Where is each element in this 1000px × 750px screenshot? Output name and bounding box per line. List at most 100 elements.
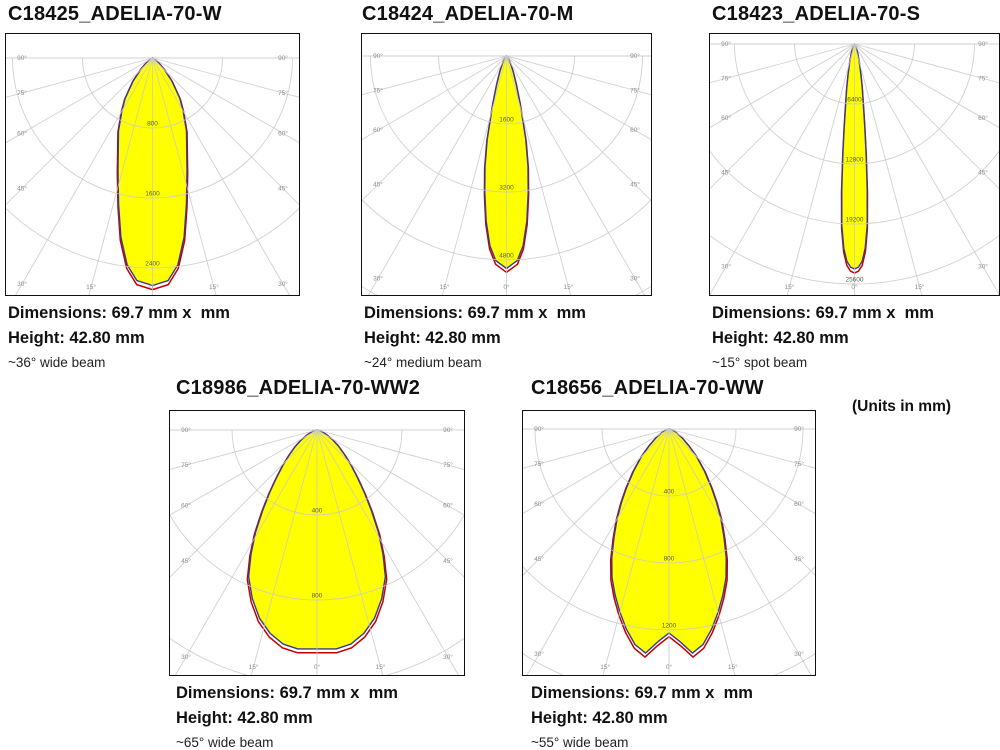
svg-text:30°: 30° xyxy=(630,275,640,283)
caption: Dimensions: 69.7 mm x mm Height: 42.80 m… xyxy=(364,301,704,374)
ring-labels: 6400 12800 19200 25600 xyxy=(845,97,863,284)
plot-title: C18656_ADELIA-70-WW xyxy=(531,377,764,399)
svg-text:15°: 15° xyxy=(376,663,386,671)
svg-text:25600: 25600 xyxy=(845,277,863,284)
svg-text:90°: 90° xyxy=(443,426,453,434)
svg-text:90°: 90° xyxy=(534,425,544,433)
svg-text:45°: 45° xyxy=(630,181,640,189)
polar-grid xyxy=(170,429,464,675)
svg-text:30°: 30° xyxy=(534,650,544,658)
svg-text:15°: 15° xyxy=(600,663,610,671)
plot-title: C18423_ADELIA-70-S xyxy=(712,3,921,25)
svg-text:3200: 3200 xyxy=(499,185,514,192)
dimensions-line: Dimensions: 69.7 mm x mm xyxy=(531,684,753,702)
svg-text:75°: 75° xyxy=(278,89,288,97)
plot-title: C18986_ADELIA-70-WW2 xyxy=(176,377,421,399)
svg-text:15°: 15° xyxy=(249,663,259,671)
svg-text:45°: 45° xyxy=(534,555,544,563)
angle-labels: 90° 90° 75° 75° 60° 60° 45° 45° 30° 30° 15° 15° 0° xyxy=(181,426,453,671)
svg-text:15°: 15° xyxy=(728,663,738,671)
beam-note: ~65° wide beam xyxy=(176,735,274,750)
svg-text:15°: 15° xyxy=(440,283,450,291)
svg-text:60°: 60° xyxy=(978,114,988,122)
panel-c18424: C18424_ADELIA-70-M 1600 3200 4800 90° 90° 75°… xyxy=(361,3,652,370)
polar-chart-c18423: 6400 12800 19200 25600 90° 90° 75° 75° 60° 60° 45°… xyxy=(710,34,999,295)
svg-text:90°: 90° xyxy=(630,52,640,60)
svg-text:60°: 60° xyxy=(278,129,288,137)
svg-text:60°: 60° xyxy=(373,126,383,134)
polar-chart-c18425: 800 1600 2400 90° 90° 75° 75° 60° 60° 45° 45° 30° 30… xyxy=(6,34,299,295)
svg-text:45°: 45° xyxy=(721,169,731,177)
svg-text:19200: 19200 xyxy=(845,217,863,224)
svg-text:400: 400 xyxy=(664,489,675,496)
polar-grid xyxy=(6,57,299,295)
panel-c18425: C18425_ADELIA-70-W 800 1600 2400 90° 90° 75° 7… xyxy=(5,3,300,370)
caption: Dimensions: 69.7 mm x mm Height: 42.80 m… xyxy=(712,301,1000,374)
angle-labels: 90° 90° 75° 75° 60° 60° 45° 45° 30° 30° 15° 15° 0° xyxy=(721,40,988,291)
svg-text:90°: 90° xyxy=(721,40,731,48)
svg-text:90°: 90° xyxy=(978,40,988,48)
polar-chart-c18424: 1600 3200 4800 90° 90° 75° 75° 60° 60° 45° 45° 30° 3… xyxy=(362,34,651,295)
svg-text:800: 800 xyxy=(147,121,158,128)
polar-grid xyxy=(710,43,999,295)
svg-text:0°: 0° xyxy=(851,283,858,291)
svg-text:75°: 75° xyxy=(630,86,640,94)
polar-chart-c18656: 400 800 1200 90° 90° 75° 75° 60° 60° 45° 45° 30° 30°… xyxy=(523,411,815,675)
svg-text:2400: 2400 xyxy=(145,261,160,268)
dimensions-line: Dimensions: 69.7 mm x mm xyxy=(364,304,586,322)
svg-text:45°: 45° xyxy=(181,557,191,565)
height-line: Height: 42.80 mm xyxy=(364,329,501,347)
svg-text:4800: 4800 xyxy=(499,253,514,260)
svg-text:60°: 60° xyxy=(17,129,27,137)
svg-text:75°: 75° xyxy=(373,86,383,94)
height-line: Height: 42.80 mm xyxy=(8,329,145,347)
svg-text:60°: 60° xyxy=(630,126,640,134)
dimensions-line: Dimensions: 69.7 mm x mm xyxy=(176,684,398,702)
svg-text:45°: 45° xyxy=(373,181,383,189)
svg-text:0°: 0° xyxy=(666,663,673,671)
svg-text:60°: 60° xyxy=(794,500,804,508)
caption: Dimensions: 69.7 mm x mm Height: 42.80 m… xyxy=(531,681,871,750)
svg-text:400: 400 xyxy=(312,508,323,515)
svg-text:15°: 15° xyxy=(86,283,96,291)
angle-labels: 90° 90° 75° 75° 60° 60° 45° 45° 30° 30° 15° 15° 0° xyxy=(534,425,804,671)
svg-text:30°: 30° xyxy=(794,650,804,658)
svg-text:1600: 1600 xyxy=(145,191,160,198)
angle-labels: 90° 90° 75° 75° 60° 60° 45° 45° 30° 30° 15° 15° 0° xyxy=(17,54,288,291)
beam-note: ~15° spot beam xyxy=(712,355,808,370)
svg-text:45°: 45° xyxy=(978,169,988,177)
svg-text:75°: 75° xyxy=(181,461,191,469)
ring-labels: 400 800 1200 xyxy=(662,489,677,630)
polar-grid xyxy=(523,428,815,675)
svg-text:12800: 12800 xyxy=(845,157,863,164)
svg-text:30°: 30° xyxy=(443,653,453,661)
svg-text:30°: 30° xyxy=(721,263,731,271)
svg-text:90°: 90° xyxy=(278,54,288,62)
chart-frame: 6400 12800 19200 25600 90° 90° 75° 75° 60° 60° 45°… xyxy=(709,33,1000,296)
height-line: Height: 42.80 mm xyxy=(712,329,849,347)
svg-text:1200: 1200 xyxy=(662,623,677,630)
svg-text:15°: 15° xyxy=(784,283,794,291)
polar-grid xyxy=(362,55,651,295)
beam-note: ~55° wide beam xyxy=(531,735,629,750)
panel-c18423: C18423_ADELIA-70-S 6400 12800 19200 25600 90… xyxy=(709,3,1000,370)
svg-text:15°: 15° xyxy=(915,283,925,291)
svg-text:75°: 75° xyxy=(17,89,27,97)
svg-text:15°: 15° xyxy=(209,283,219,291)
svg-text:30°: 30° xyxy=(373,275,383,283)
svg-text:0°: 0° xyxy=(503,283,510,291)
svg-text:45°: 45° xyxy=(794,555,804,563)
svg-text:30°: 30° xyxy=(978,263,988,271)
svg-text:75°: 75° xyxy=(794,460,804,468)
svg-text:30°: 30° xyxy=(181,653,191,661)
svg-text:45°: 45° xyxy=(17,185,27,193)
caption: Dimensions: 69.7 mm x mm Height: 42.80 m… xyxy=(8,301,348,374)
svg-text:60°: 60° xyxy=(181,502,191,510)
svg-text:0°: 0° xyxy=(314,663,321,671)
svg-text:60°: 60° xyxy=(534,500,544,508)
chart-frame: 1600 3200 4800 90° 90° 75° 75° 60° 60° 45° 45° 30° 3… xyxy=(361,33,652,296)
svg-text:75°: 75° xyxy=(721,74,731,82)
beam-note: ~24° medium beam xyxy=(364,355,482,370)
angle-labels: 90° 90° 75° 75° 60° 60° 45° 45° 30° 30° 15° 15° 0° xyxy=(373,52,640,291)
